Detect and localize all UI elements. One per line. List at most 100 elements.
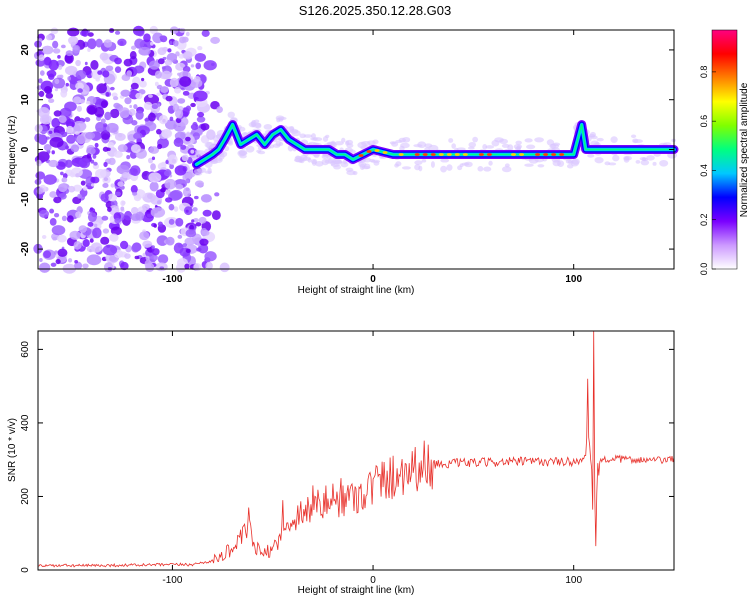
spectrogram-noise-blob [191, 219, 195, 223]
spectrogram-noise-blob [68, 36, 79, 45]
spectrogram-noise-blob [134, 255, 140, 260]
spectrogram-noise-blob [57, 55, 61, 59]
spectrogram-noise-blob [65, 159, 73, 168]
spectrogram-noise-blob [129, 104, 133, 109]
spectrogram-noise-blob [114, 57, 122, 65]
spectrogram-noise-blob [153, 224, 157, 228]
spectrogram-halo-blob [467, 146, 475, 150]
spectrogram-noise-blob [108, 157, 116, 166]
spectrogram-noise-blob [52, 40, 59, 49]
spectrogram-halo-blob [194, 152, 199, 160]
spectrogram-noise-blob [72, 120, 87, 132]
spectrogram-noise-blob [105, 122, 119, 133]
spectrogram-y-tick-label: -10 [20, 192, 31, 207]
spectrogram-halo-blob [524, 138, 533, 143]
snr-background [38, 331, 674, 570]
spectrogram-noise-blob [38, 90, 45, 98]
spectrogram-halo-blob [196, 167, 207, 173]
spectrogram-noise-blob [86, 70, 94, 79]
colorbar-gradient [712, 30, 737, 269]
spectrogram-noise-blob [117, 132, 123, 138]
spectrogram-halo-blob [257, 150, 266, 155]
colorbar-ticks: 0.0 0.2 0.4 0.6 0.8 [699, 66, 716, 275]
spectrogram-noise-blob [50, 262, 57, 267]
spectrogram-x-tick-label: -100 [162, 274, 182, 285]
spectrogram-noise-blob [124, 253, 131, 259]
spectrogram-halo-blob [483, 166, 492, 172]
spectrogram-noise-blob [60, 44, 66, 49]
spectrogram-halo-blob [333, 164, 341, 170]
spectrogram-noise-blob [75, 70, 87, 80]
spectrogram-noise-blob [48, 73, 55, 80]
spectrogram-noise-blob [177, 234, 183, 239]
spectrogram-halo-blob [214, 157, 223, 164]
spectrogram-noise-blob [139, 80, 147, 88]
spectrogram-noise-blob [148, 112, 156, 122]
spectrogram-halo-blob [635, 159, 641, 164]
spectrogram-noise-blob [130, 207, 139, 215]
spectrogram-halo-blob [325, 134, 330, 139]
spectrogram-noise-blob [199, 238, 209, 246]
spectrogram-noise-blob [91, 183, 95, 187]
spectrogram-halo-blob [501, 166, 512, 173]
spectrogram-y-tick-label: 20 [20, 44, 31, 56]
spectrogram-halo-blob [501, 143, 510, 148]
spectrogram-noise-blob [192, 207, 198, 212]
spectrogram-noise-blob [185, 105, 192, 112]
spectrogram-noise-blob [67, 76, 72, 81]
spectrogram-halo-blob [278, 118, 284, 122]
spectrogram-noise-blob [147, 157, 154, 164]
spectrogram-noise-blob [103, 39, 113, 48]
spectrogram-noise-blob [192, 218, 199, 223]
spectrogram-noise-blob [185, 136, 191, 142]
spectrogram-noise-blob [58, 183, 68, 193]
spectrogram-noise-blob [162, 46, 169, 52]
spectrogram-noise-blob [124, 97, 132, 105]
spectrogram-noise-blob [84, 61, 88, 66]
spectrogram-halo-blob [565, 159, 572, 164]
spectrogram-halo-blob [330, 140, 336, 148]
spectrogram-noise-blob [34, 133, 44, 143]
spectrogram-noise-blob [116, 164, 130, 175]
spectrogram-noise-blob [66, 134, 76, 144]
spectrogram-noise-cloud [33, 25, 678, 274]
spectrogram-halo-blob [238, 126, 246, 132]
spectrogram-halo-blob [604, 161, 611, 166]
spectrogram-noise-blob [120, 89, 131, 97]
spectrogram-noise-blob [175, 217, 184, 227]
spectrogram-peak-spot [551, 153, 557, 156]
spectrogram-noise-blob [107, 193, 118, 202]
spectrogram-noise-blob [54, 88, 59, 92]
spectrogram-peak-spot [486, 153, 492, 156]
colorbar-label: Normalized spectral amplitude [739, 82, 750, 217]
spectrogram-noise-blob [117, 144, 128, 153]
spectrogram-halo-blob [612, 154, 620, 162]
spectrogram-noise-blob [130, 144, 141, 154]
spectrogram-halo-blob [428, 144, 439, 152]
spectrogram-halo-blob [391, 141, 399, 147]
spectrogram-noise-blob [48, 130, 53, 134]
snr-x-axis-label: Height of straight line (km) [298, 585, 415, 596]
figure-title: S126.2025.350.12.28.G03 [299, 3, 452, 18]
spectrogram-noise-blob [205, 261, 213, 271]
spectrogram-noise-blob [87, 47, 91, 53]
spectrogram-noise-blob [87, 212, 97, 223]
spectrogram-peak-spot [366, 150, 372, 153]
spectrogram-noise-blob [189, 224, 195, 231]
spectrogram-halo-blob [252, 122, 262, 128]
spectrogram-noise-blob [91, 176, 100, 184]
spectrogram-noise-blob [198, 216, 207, 224]
spectrogram-x-ticks: -100 0 100 [162, 30, 582, 285]
spectrogram-noise-blob [60, 171, 64, 176]
spectrogram-halo-blob [414, 164, 421, 171]
spectrogram-noise-blob [57, 64, 63, 70]
colorbar: 0.0 0.2 0.4 0.6 0.8 Normalized spectral ampl… [699, 29, 750, 275]
spectrogram-noise-blob [80, 180, 86, 186]
spectrogram-noise-blob [190, 64, 195, 68]
spectrogram-noise-blob [173, 137, 184, 148]
spectrogram-noise-blob [72, 96, 82, 104]
spectrogram-noise-blob [159, 35, 165, 40]
spectrogram-noise-blob [92, 154, 97, 159]
spectrogram-halo-blob [324, 159, 334, 164]
